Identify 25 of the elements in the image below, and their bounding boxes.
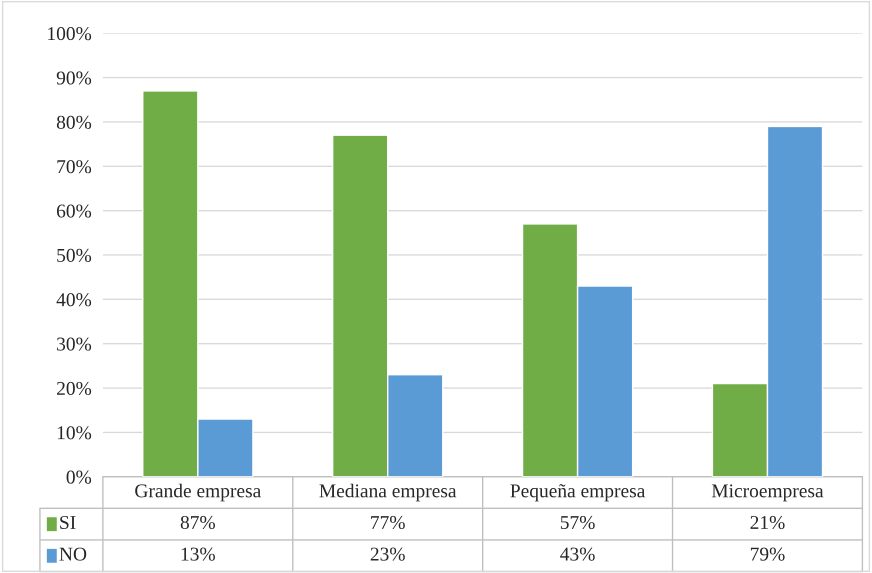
y-tick-label: 20% [57, 382, 92, 396]
y-tick-label: 40% [56, 293, 92, 306]
data-label: 87% [180, 516, 215, 530]
x-tick-label: Mediana empresa [319, 484, 456, 502]
data-label: 77% [371, 516, 405, 530]
y-tick-label: 80% [56, 116, 92, 129]
data-label: 13% [182, 548, 215, 561]
data-label: 21% [750, 516, 785, 530]
data-label: 79% [750, 548, 785, 561]
data-label: 57% [560, 516, 595, 530]
legend-label: SI [60, 516, 76, 530]
y-tick-label: 10% [58, 426, 92, 440]
y-tick-label: 60% [56, 204, 92, 218]
data-label: 23% [370, 548, 405, 561]
y-tick-label: 30% [57, 338, 92, 351]
x-tick-label: Grande empresa [135, 484, 261, 502]
y-tick-label: 100% [48, 27, 92, 40]
data-label: 43% [560, 548, 595, 561]
legend-label: NO [59, 548, 86, 561]
y-tick-label: 0% [66, 470, 92, 484]
x-tick-label: Pequeña empresa [510, 484, 646, 502]
x-tick-label: Microempresa [712, 484, 824, 502]
y-tick-label: 50% [57, 248, 92, 262]
y-tick-label: 90% [56, 71, 92, 85]
y-tick-label: 70% [57, 160, 92, 174]
